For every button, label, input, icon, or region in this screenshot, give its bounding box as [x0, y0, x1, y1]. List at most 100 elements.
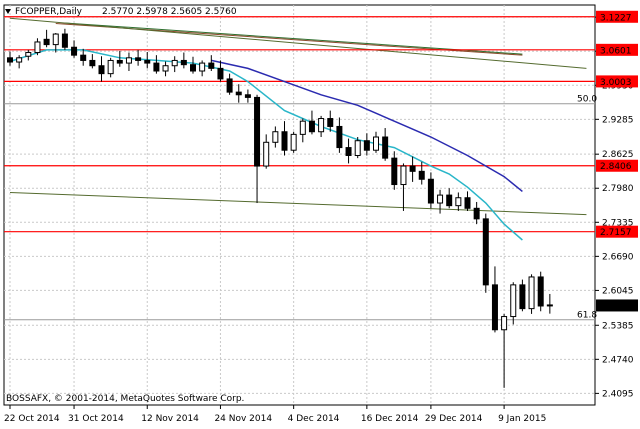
- candle-body: [263, 141, 270, 167]
- candle-body: [125, 57, 132, 64]
- level-badge-bg: [596, 75, 638, 88]
- candle-body: [272, 131, 279, 143]
- candle-body: [482, 218, 489, 286]
- candle-body: [345, 147, 352, 156]
- fib-label: 50.0: [577, 95, 597, 105]
- fib-label: 61.8: [577, 311, 597, 321]
- candle-body: [519, 284, 526, 310]
- candle-body: [52, 33, 59, 46]
- price-tick-label: 2.7980: [602, 184, 634, 194]
- candle-body: [153, 62, 160, 72]
- price-tick-label: 2.7335: [602, 218, 634, 228]
- time-tick-label: 24 Nov 2014: [214, 414, 272, 424]
- copyright-footer: BOSSAFX, © 2001-2014, MetaQuotes Softwar…: [6, 394, 244, 404]
- candle-body: [437, 194, 444, 204]
- level-badge-label: 3.0601: [600, 46, 632, 56]
- candle-body: [226, 78, 233, 93]
- candle-body: [171, 59, 178, 67]
- price-tick-label: 2.6690: [602, 252, 634, 262]
- candle-body: [336, 125, 343, 149]
- time-tick-label: 29 Dec 2014: [425, 414, 483, 424]
- level-badge-label: 3.0003: [600, 78, 632, 88]
- candle-body: [190, 64, 196, 72]
- candle-body: [446, 194, 453, 207]
- level-badge-bg: [596, 10, 638, 23]
- price-tick-label: 2.9285: [602, 115, 634, 125]
- price-tick-label: 2.5385: [602, 321, 634, 331]
- candle-body: [180, 59, 187, 66]
- candle-body: [34, 41, 41, 54]
- trendline: [9, 17, 587, 69]
- candle-body: [80, 54, 87, 61]
- candle-body: [455, 197, 462, 207]
- current-price-badge-bg: [596, 299, 638, 312]
- trendline: [64, 22, 523, 55]
- candle-body: [354, 140, 361, 156]
- price-tick-label: 2.4095: [602, 389, 634, 399]
- candle-body: [299, 120, 306, 135]
- level-badge-bg: [596, 225, 638, 238]
- candle-body: [217, 67, 224, 80]
- candle-body: [308, 120, 315, 133]
- candle-body: [290, 133, 297, 151]
- candle-body: [235, 91, 242, 96]
- candle-body: [208, 62, 215, 69]
- candle-body: [281, 131, 288, 151]
- candle-body: [25, 52, 32, 57]
- candle-body: [409, 165, 416, 172]
- candle-body: [427, 178, 434, 204]
- level-badge-label: 3.1227: [600, 13, 632, 23]
- candle-body: [7, 57, 13, 63]
- candle-body: [373, 136, 379, 151]
- candle-body: [61, 33, 68, 48]
- candle-body: [43, 38, 50, 46]
- time-tick-label: 31 Oct 2014: [68, 414, 124, 424]
- support-resistance-levels: [4, 16, 595, 233]
- moving-average-line: [211, 59, 523, 192]
- current-price-badge-label: 2.5760: [600, 302, 632, 312]
- price-tick-label: 2.6045: [602, 286, 634, 296]
- candle-body: [107, 59, 114, 75]
- candle-body: [400, 165, 407, 186]
- time-tick-label: 9 Jan 2015: [498, 414, 546, 424]
- candle-body: [464, 197, 471, 209]
- candle-body: [327, 118, 334, 127]
- candle-body: [510, 284, 517, 318]
- price-badges: 3.1227 3.0601 3.0003 2.8406 2.7157 2.5760: [596, 10, 638, 312]
- candle-body: [363, 140, 370, 151]
- time-tick-label: 16 Dec 2014: [361, 414, 419, 424]
- time-axis: 22 Oct 2014 31 Oct 2014 12 Nov 2014 24 Nov …: [4, 405, 546, 424]
- candle-body: [318, 118, 325, 133]
- price-tick-label: 2.8625: [602, 150, 634, 160]
- level-badge-bg: [596, 159, 638, 172]
- candle-body: [199, 62, 206, 72]
- level-badge-label: 2.7157: [600, 228, 632, 238]
- candle-body: [16, 57, 23, 63]
- candle-body: [98, 65, 105, 75]
- candle-body: [89, 59, 96, 67]
- candle-body: [537, 276, 544, 307]
- candle-body: [162, 65, 169, 72]
- candle-body: [418, 170, 425, 180]
- candle-body: [244, 94, 251, 98]
- price-axis: 2.4095 2.4740 2.5385 2.6045 2.6690 2.7335 2.79…: [595, 13, 634, 399]
- symbol-triangle-icon: [5, 9, 11, 14]
- level-badge-label: 2.8406: [600, 162, 632, 172]
- time-tick-label: 12 Nov 2014: [141, 414, 199, 424]
- chart-ohlc: 2.5770 2.5978 2.5605 2.5760: [102, 7, 237, 17]
- candle-body: [501, 316, 508, 331]
- candle-body: [491, 284, 498, 331]
- candle-body: [135, 57, 142, 61]
- candle-body: [546, 304, 553, 307]
- candle-body: [144, 59, 151, 64]
- candle-body: [391, 157, 398, 186]
- time-tick-label: 4 Dec 2014: [288, 414, 340, 424]
- candle-body: [473, 207, 480, 220]
- level-badge-bg: [596, 43, 638, 56]
- candle-body: [116, 59, 123, 64]
- time-tick-label: 22 Oct 2014: [4, 414, 60, 424]
- candle-body: [528, 276, 535, 310]
- trendline: [9, 191, 587, 216]
- price-tick-label: 2.4740: [602, 355, 634, 365]
